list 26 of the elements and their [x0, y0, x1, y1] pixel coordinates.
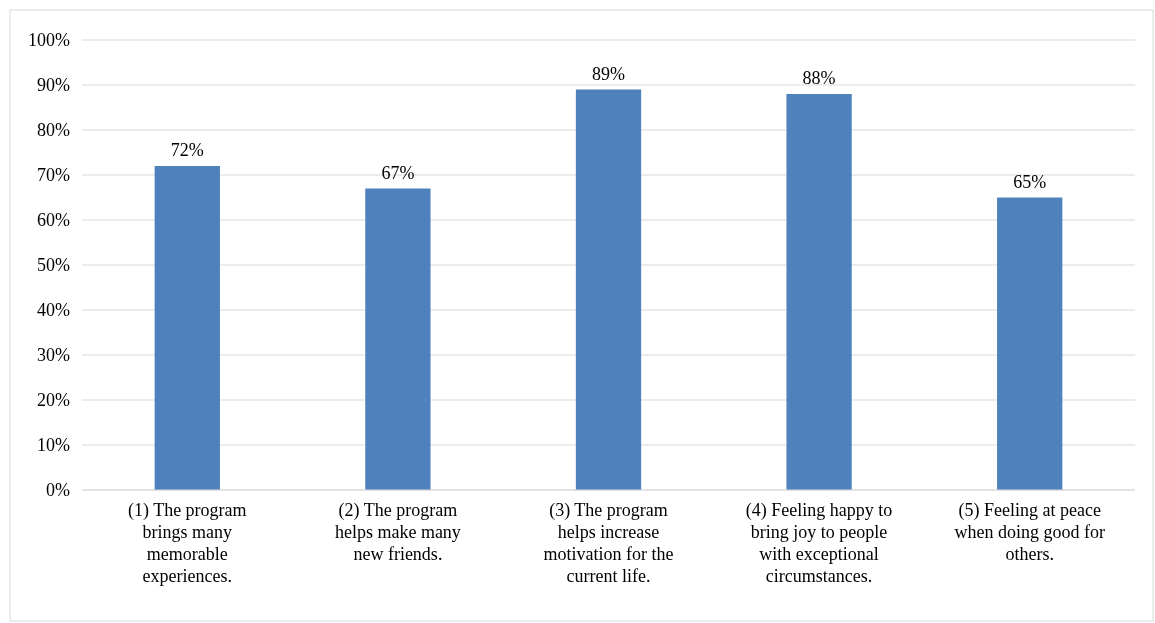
- data-label: 88%: [802, 68, 836, 88]
- data-label: 65%: [1013, 171, 1047, 192]
- y-tick-label: 40%: [37, 300, 70, 321]
- y-tick-label: 10%: [37, 435, 70, 456]
- y-tick-label: 60%: [37, 210, 70, 231]
- bar: [997, 197, 1063, 490]
- bar: [365, 188, 431, 490]
- data-label: 72%: [170, 140, 204, 160]
- y-tick-label: 20%: [37, 390, 70, 411]
- y-tick-label: 30%: [37, 345, 70, 366]
- y-tick-label: 70%: [37, 165, 70, 186]
- x-tick-label: (3) The program helps increase motivation for the current life.: [543, 500, 674, 586]
- y-tick-label: 100%: [28, 30, 70, 51]
- y-tick-label: 0%: [46, 480, 70, 501]
- y-tick-label: 80%: [37, 120, 70, 141]
- x-tick-label: (4) Feeling happy to bring joy to people with exceptional circumstances.: [745, 500, 893, 586]
- y-tick-label: 90%: [37, 75, 70, 96]
- bar: [154, 166, 220, 490]
- x-tick-label: (5) Feeling at peace when doing good for others.: [954, 500, 1105, 564]
- x-tick-label: (1) The program brings many memorable experiences.: [127, 500, 247, 586]
- data-label: 89%: [592, 63, 625, 84]
- bar: [786, 94, 852, 490]
- y-tick-label: 50%: [37, 255, 70, 276]
- x-tick-label: (2) The program helps make many new friends.: [334, 500, 461, 564]
- data-label: 67%: [381, 162, 415, 183]
- bar: [575, 89, 642, 490]
